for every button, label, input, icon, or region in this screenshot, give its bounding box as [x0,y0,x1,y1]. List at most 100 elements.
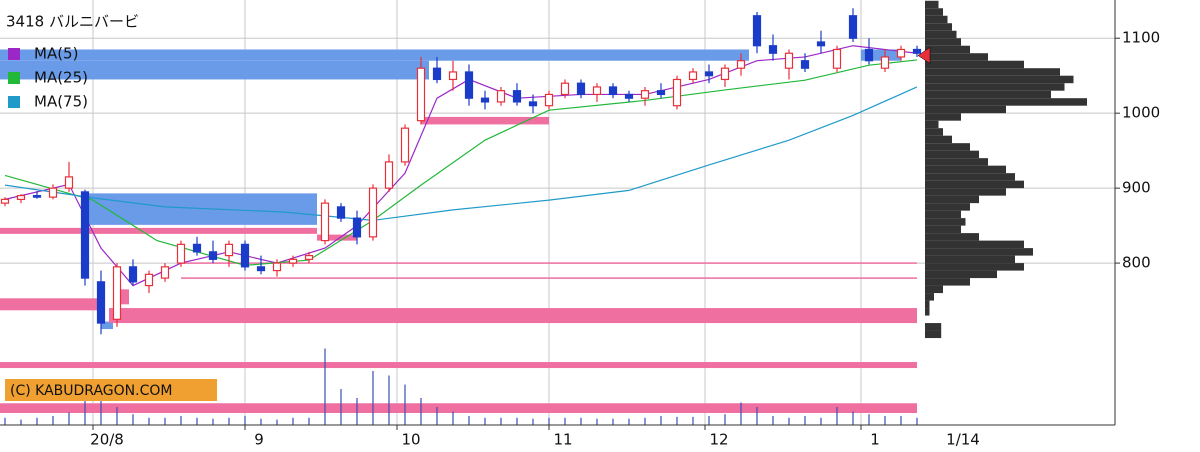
volume-bar [884,416,886,425]
candle-body [192,243,202,253]
price-band [101,321,113,330]
x-tick-label: 1 [870,431,880,449]
volume-bar [68,412,70,425]
volume-profile-bar [925,270,997,279]
volume-bar [868,414,870,425]
candle-body [464,71,474,99]
y-tick-label: 1100 [1122,29,1160,47]
volume-profile-bar [925,263,1024,271]
candle-body [624,93,634,99]
volume-bar [100,393,102,425]
volume-profile-bar [925,105,1006,114]
volume-bar [324,348,326,425]
candle-body [784,52,794,69]
volume-bar [676,416,678,425]
volume-bar [596,418,598,425]
price-band [85,193,317,225]
volume-bar [52,416,54,425]
price-band [0,227,317,234]
price-band [421,116,549,125]
volume-profile-bar [925,150,979,159]
volume-profile-bar [925,68,1060,76]
volume-bar [132,414,134,425]
candle-body [352,217,362,238]
candle-body [448,71,458,81]
volume-profile-bar [925,8,943,16]
volume-bar [612,418,614,425]
candle-body [32,195,42,198]
candle-body [208,251,218,260]
candle-body [96,281,106,324]
candle-body [480,97,490,103]
volume-profile-bar [925,293,934,301]
x-tick-label: 20/8 [90,431,124,449]
volume-bar [564,417,566,425]
volume-profile-bar [925,15,948,24]
candle-body [496,90,506,103]
volume-bar [164,417,166,425]
volume-profile-bar [925,300,930,309]
volume-profile-bar [925,233,979,241]
volume-bar [772,416,774,425]
volume-profile-bar [925,98,1087,106]
volume-bar [484,417,486,425]
candle-body [544,93,554,107]
volume-profile-bar [925,195,979,204]
candle-body [912,48,922,54]
volume-bar [20,419,22,425]
volume-bar [500,417,502,425]
candle-body [672,78,682,107]
candle-body [816,41,826,47]
volume-bar [900,416,902,425]
volume-bar [532,418,534,425]
ma-line [4,86,918,221]
candle-body [48,187,58,198]
legend-label: MA(25) [34,69,88,87]
x-tick-label: 11 [553,431,572,449]
volume-bar [436,407,438,425]
volume-bar [548,417,550,425]
volume-profile-bar [925,278,970,286]
candle-body [832,48,842,69]
volume-bar [836,407,838,425]
price-band [0,49,749,61]
legend-swatch [8,48,20,60]
volume-bar [148,417,150,425]
candle-body [720,67,730,81]
volume-bar [916,417,918,425]
price-band [0,403,917,414]
volume-bar [260,418,262,425]
volume-profile-bar [925,330,942,339]
volume-profile-bar [925,165,1006,174]
candle-body [176,243,186,264]
y-tick-label: 800 [1122,254,1151,272]
volume-bar [644,417,646,425]
volume-profile-bar [925,203,970,211]
volume-bar [180,416,182,425]
candle-body [368,187,378,238]
candle-body [880,56,890,69]
volume-profile-bar [925,210,961,219]
volume-bar [244,416,246,425]
volume-bar [452,411,454,425]
volume-bar [724,414,726,425]
price-band [0,298,101,311]
volume-profile-bar [925,45,970,54]
price-band [861,49,901,61]
volume-bar [468,416,470,425]
x-tick-label: 10 [401,431,420,449]
candle-body [608,86,618,96]
volume-profile-bar [925,248,1033,256]
volume-profile-bar [925,135,952,144]
volume-profile-bar [925,188,1006,196]
ma-line [4,59,918,266]
candle-body [144,273,154,287]
price-band [0,60,429,80]
candle-body [688,71,698,81]
volume-bar [276,419,278,425]
volume-bar [404,384,406,425]
volume-bar [36,417,38,425]
volume-profile-bar [925,53,988,61]
volume-profile-bar [925,308,930,316]
volume-profile-bar [925,23,952,31]
